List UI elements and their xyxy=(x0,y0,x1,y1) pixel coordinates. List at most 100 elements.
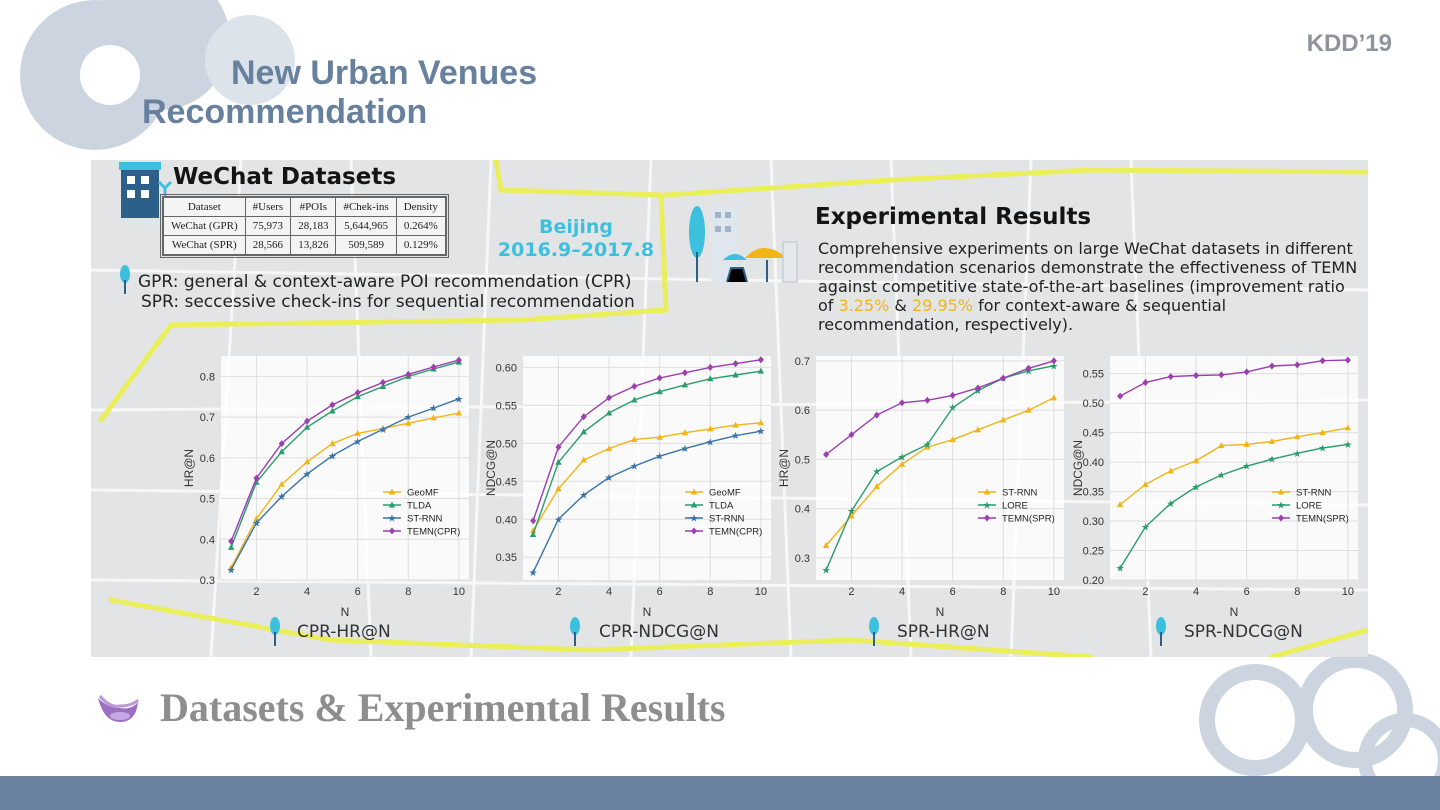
data-point-marker xyxy=(1344,424,1352,431)
data-point-marker xyxy=(555,443,562,451)
table-cell: 13,826 xyxy=(290,235,337,255)
y-tick-label: 0.60 xyxy=(496,362,517,374)
data-point-marker xyxy=(732,360,739,368)
data-point-marker xyxy=(278,480,285,487)
data-point-marker xyxy=(329,401,336,409)
data-point-marker xyxy=(1050,394,1058,401)
table-row: WeChat (SPR) 28,566 13,826 509,589 0.129… xyxy=(163,235,446,255)
data-point-marker xyxy=(388,488,396,495)
data-point-marker: ★ xyxy=(1318,443,1327,454)
table-cell: 509,589 xyxy=(335,235,397,255)
data-point-marker xyxy=(405,419,412,426)
data-point-marker xyxy=(354,429,361,436)
table-cell: 28,183 xyxy=(290,216,337,236)
legend-label: TEMN(CPR) xyxy=(407,527,460,538)
table-cell: WeChat (SPR) xyxy=(163,235,246,255)
data-point-marker xyxy=(949,391,956,399)
data-point-marker xyxy=(1277,488,1285,495)
data-point-marker: ★ xyxy=(872,467,881,478)
data-point-marker xyxy=(1116,501,1124,508)
series-line xyxy=(1119,359,1348,397)
data-point-marker: ★ xyxy=(690,514,699,525)
y-tick-label: 0.6 xyxy=(200,453,215,465)
legend-label: LORE xyxy=(1296,501,1322,512)
data-point-marker xyxy=(873,482,880,489)
data-point-marker xyxy=(580,413,587,421)
data-point-marker xyxy=(656,374,663,382)
improvement-ratio-cpr: 3.25% xyxy=(838,296,890,315)
data-point-marker: ★ xyxy=(822,566,831,577)
data-point-marker xyxy=(1050,357,1057,365)
data-point-marker xyxy=(379,383,387,390)
y-tick-label: 0.40 xyxy=(1083,457,1104,469)
data-point-marker xyxy=(278,448,285,455)
y-tick-label: 0.3 xyxy=(200,575,215,587)
table-cell: 28,566 xyxy=(244,235,292,255)
table-cell: 0.264% xyxy=(395,216,446,236)
x-tick-label: 2 xyxy=(253,586,259,598)
data-point-marker xyxy=(389,527,395,535)
x-tick-label: 10 xyxy=(1342,586,1354,598)
table-header-cell: #Chek-ins xyxy=(335,197,397,217)
data-point-marker xyxy=(580,456,587,463)
data-point-marker xyxy=(1218,371,1225,379)
beijing-label: Beijing 2016.9–2017.8 xyxy=(491,216,661,262)
data-point-marker xyxy=(606,394,613,402)
x-axis-label: N xyxy=(1230,605,1239,619)
series-line xyxy=(825,397,1055,546)
series-line xyxy=(532,422,761,531)
data-point-marker: ★ xyxy=(1343,440,1352,451)
data-point-marker: ★ xyxy=(1141,522,1150,533)
data-point-marker: ★ xyxy=(655,452,664,463)
data-point-marker xyxy=(1025,364,1032,372)
y-tick-label: 0.4 xyxy=(200,534,215,546)
table-row: WeChat (GPR) 75,973 28,183 5,644,965 0.2… xyxy=(163,216,446,236)
data-point-marker xyxy=(690,501,698,508)
bottom-bar xyxy=(0,776,1440,810)
plot-area xyxy=(523,356,771,580)
decorative-cloud-bottom-right xyxy=(1199,652,1440,790)
table-header-cell: Dataset xyxy=(163,197,246,217)
x-tick-label: 2 xyxy=(1142,586,1148,598)
data-point-marker xyxy=(732,371,739,378)
data-point-marker xyxy=(1278,514,1284,522)
data-point-marker: ★ xyxy=(680,444,689,455)
x-tick-label: 8 xyxy=(1294,586,1300,598)
data-point-marker xyxy=(304,417,311,425)
data-point-marker: ★ xyxy=(948,403,957,414)
section-bullet-icon xyxy=(98,695,140,722)
data-point-marker xyxy=(1319,429,1326,436)
note-spr: SPR: seccessive check-ins for sequential… xyxy=(141,292,635,312)
data-point-marker xyxy=(1167,467,1174,474)
data-point-marker xyxy=(329,440,336,447)
data-point-marker xyxy=(984,514,990,522)
data-point-marker: ★ xyxy=(983,501,992,512)
data-point-marker xyxy=(681,429,689,436)
experimental-text-mid: & xyxy=(889,296,912,315)
data-point-marker xyxy=(278,440,285,448)
data-point-marker: ★ xyxy=(404,413,413,424)
decorative-cloud-top-left xyxy=(20,0,295,150)
series-line xyxy=(532,430,762,573)
slide-title-line1: New Urban Venues xyxy=(231,54,538,92)
legend-label: LORE xyxy=(1002,501,1028,512)
data-point-marker xyxy=(974,384,981,392)
data-point-marker: ★ xyxy=(731,431,740,442)
data-point-marker xyxy=(1268,362,1275,370)
data-point-marker: ★ xyxy=(1192,482,1201,493)
legend-label: TEMN(CPR) xyxy=(709,527,762,538)
y-tick-label: 0.50 xyxy=(1083,398,1104,410)
data-point-marker: ★ xyxy=(529,568,538,579)
data-point-marker: ★ xyxy=(454,394,463,405)
y-tick-label: 0.50 xyxy=(496,438,517,450)
y-tick-label: 0.6 xyxy=(795,405,810,417)
y-tick-label: 0.7 xyxy=(795,356,810,368)
data-point-marker xyxy=(1193,371,1200,379)
data-point-marker xyxy=(631,436,638,443)
x-tick-label: 10 xyxy=(453,586,465,598)
chart-caption: SPR-HR@N xyxy=(897,622,990,642)
datasets-table: Dataset #Users #POIs #Chek-ins Density W… xyxy=(160,194,449,258)
x-tick-label: 6 xyxy=(1244,586,1250,598)
series-line xyxy=(532,359,762,522)
data-point-marker xyxy=(253,515,260,522)
